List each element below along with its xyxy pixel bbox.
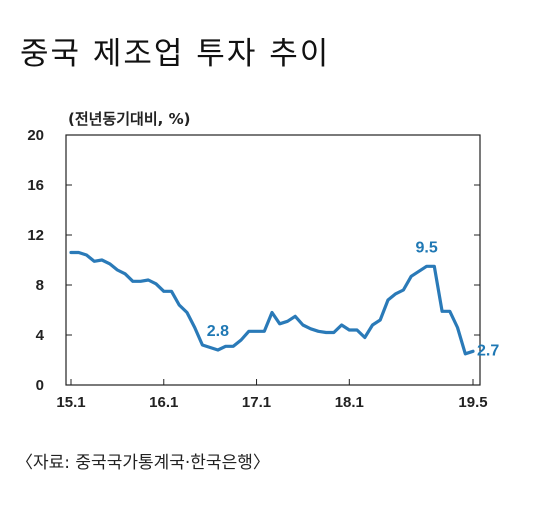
- y-tick-label: 16: [27, 177, 44, 194]
- y-tick-label: 20: [27, 127, 44, 144]
- plot-frame: [65, 134, 481, 386]
- y-tick-label: 8: [36, 277, 44, 294]
- source-note: 〈자료: 중국국가통계국·한국은행〉: [16, 453, 270, 473]
- x-tick-label: 18.1: [335, 394, 364, 411]
- x-tick-label: 17.1: [242, 394, 271, 411]
- x-tick-label: 15.1: [56, 394, 85, 411]
- y-tick-label: 4: [36, 327, 45, 344]
- y-tick-label: 12: [27, 227, 44, 244]
- data-label: 2.8: [207, 323, 229, 340]
- data-label: 9.5: [415, 239, 437, 256]
- y-tick-label: 0: [36, 377, 44, 394]
- unit-label: (전년동기대비, %): [68, 110, 191, 128]
- x-tick-label: 19.5: [458, 394, 487, 411]
- data-label: 2.7: [477, 342, 499, 359]
- series-line: [69, 250, 475, 356]
- x-tick-label: 16.1: [149, 394, 178, 411]
- chart-title: 중국 제조업 투자 추이: [20, 36, 331, 72]
